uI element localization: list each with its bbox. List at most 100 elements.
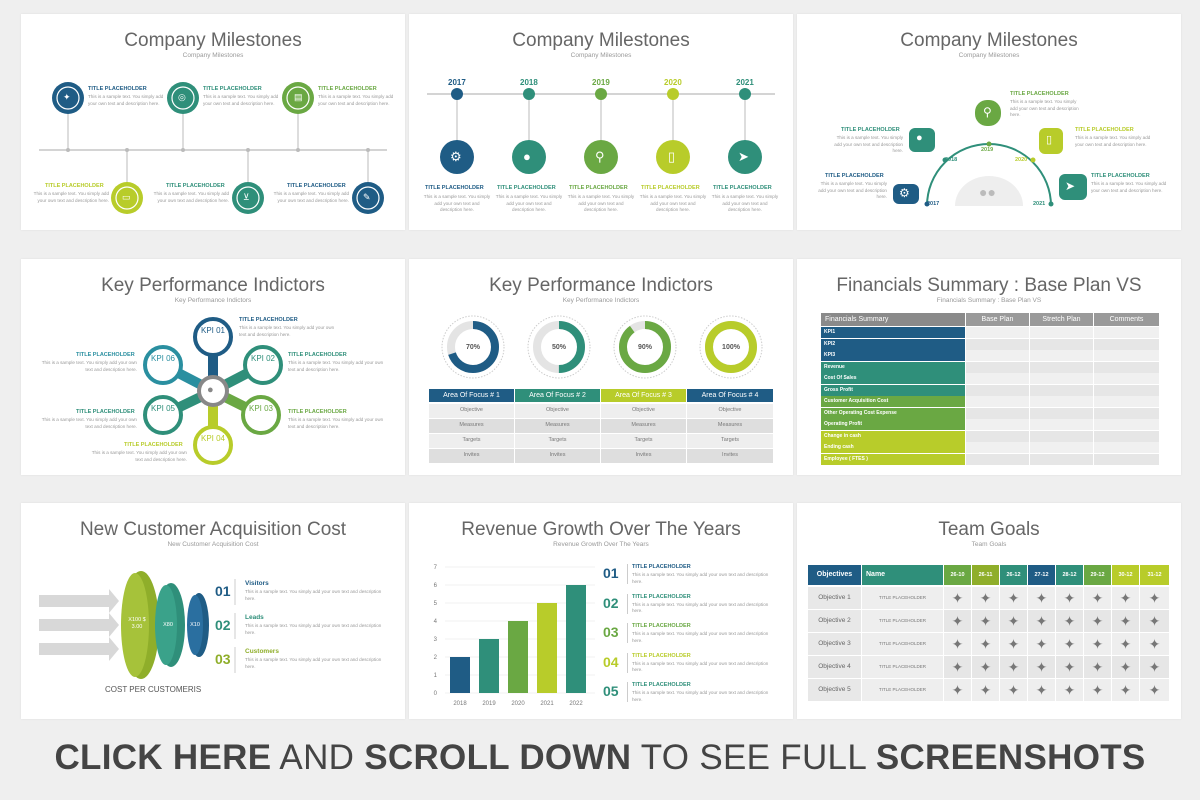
- focus-cell: Objective: [515, 404, 600, 418]
- financials-cell: [966, 338, 1029, 350]
- year-label: 2021: [736, 78, 754, 87]
- goals-objective: Objective 3: [808, 633, 861, 655]
- footer-call-to-action[interactable]: CLICK HERE AND SCROLL DOWN TO SEE FULL S…: [0, 738, 1200, 778]
- year-label: 2018: [520, 78, 538, 87]
- slide-company-milestones-2[interactable]: Company Milestones Company Milestones 20…: [409, 14, 793, 230]
- focus-header: Area Of Focus # 4: [687, 389, 773, 402]
- focus-cell: Objective: [601, 404, 686, 418]
- kpi-label: KPI 06: [150, 354, 175, 363]
- slide-company-milestones-1[interactable]: Company Milestones Company Milestones ✦ …: [21, 14, 405, 230]
- star-icon: ✦: [1140, 656, 1169, 678]
- y-tick-label: 7: [434, 565, 438, 571]
- focus-header: Area Of Focus # 1: [429, 389, 514, 402]
- goals-name: TITLE PLACEHOLDER: [862, 587, 943, 609]
- footer-click-here[interactable]: CLICK HERE: [54, 738, 272, 777]
- focus-cell: Invites: [687, 449, 773, 463]
- milestone-title: TITLE PLACEHOLDER: [1010, 91, 1069, 97]
- financials-cell: [966, 419, 1029, 430]
- slide-financials-summary[interactable]: Financials Summary : Base Plan VS Financ…: [797, 259, 1181, 475]
- year-label: 2019: [592, 78, 610, 87]
- milestone-text: This is a sample text. You simply add yo…: [639, 194, 707, 213]
- milestone-title: TITLE PLACEHOLDER: [1075, 127, 1134, 133]
- arc-timeline: [893, 100, 1087, 207]
- goals-header: 26-12: [1000, 565, 1027, 585]
- star-icon: ✦: [1056, 656, 1083, 678]
- slide-subtitle: Key Performance Indictors: [174, 297, 252, 304]
- financials-cell: [1030, 396, 1093, 407]
- focus-cell: Measures: [601, 419, 686, 433]
- focus-cell: Measures: [687, 419, 773, 433]
- focus-cell: Invites: [429, 449, 514, 463]
- milestone-text: This is a sample text. You simply add yo…: [33, 191, 109, 203]
- financials-row-label: Cost Of Sales: [821, 373, 965, 384]
- gauge-label: 100%: [722, 344, 740, 351]
- milestone-title: TITLE PLACEHOLDER: [569, 185, 628, 191]
- x-tick-label: 2020: [511, 701, 525, 707]
- clipboard-icon: ▤: [294, 92, 303, 102]
- slide-kpi-gauges[interactable]: Key Performance Indictors Key Performanc…: [409, 259, 793, 475]
- slide-team-goals[interactable]: Team Goals Team Goals Objectives Name 26-1…: [797, 503, 1181, 719]
- financials-header: Financials Summary: [821, 313, 965, 326]
- funnel-graphic: [39, 571, 236, 679]
- focus-cell: Targets: [601, 434, 686, 448]
- financials-row-label: Other Operating Cost Expense: [821, 407, 965, 419]
- gauge-fill: [533, 321, 585, 373]
- star-icon: ✦: [1112, 656, 1139, 678]
- star-icon: ✦: [1028, 587, 1055, 609]
- funnel-caption: COST PER CUSTOMERIS: [105, 685, 202, 694]
- kpi-label: KPI 04: [200, 434, 225, 443]
- milestone-text: This is a sample text. You simply add yo…: [318, 94, 394, 106]
- revenue-bar: [566, 585, 586, 693]
- search-icon: ⚲: [983, 105, 992, 119]
- slide-subtitle: Key Performance Indictors: [562, 297, 640, 304]
- star-icon: ✦: [1084, 633, 1111, 655]
- goals-table: Objectives Name 26-10 26-11 26-12 27-12 28-12 2…: [808, 565, 1170, 705]
- y-tick-label: 0: [434, 691, 438, 697]
- milestone-text: This is a sample text. You simply add yo…: [818, 181, 887, 200]
- slide-kpi-wheel[interactable]: Key Performance Indictors Key Performanc…: [21, 259, 405, 475]
- edit-icon: ✎: [363, 192, 371, 202]
- goals-objective: Objective 2: [808, 610, 861, 632]
- focus-header: Area Of Focus # 2: [515, 389, 600, 402]
- gauge-fill: [619, 321, 671, 373]
- slide-title: Company Milestones: [900, 30, 1078, 51]
- milestone-title: TITLE PLACEHOLDER: [841, 127, 900, 133]
- kpi-text: This is a sample text. You simply add yo…: [41, 417, 137, 429]
- footer-text: AND: [271, 738, 365, 777]
- goals-objective: Objective 1: [808, 587, 861, 609]
- gauge-label: 70%: [465, 344, 480, 351]
- slide-subtitle: New Customer Acquisition Cost: [167, 541, 259, 548]
- milestone-text: This is a sample text. You simply add yo…: [567, 194, 635, 213]
- star-icon: ✦: [1028, 633, 1055, 655]
- goals-header: 29-12: [1084, 565, 1111, 585]
- divider: [627, 593, 628, 614]
- revenue-step-text: This is a sample text. You simply add yo…: [632, 690, 769, 702]
- star-icon: ✦: [1000, 633, 1027, 655]
- goals-header: 26-10: [944, 565, 971, 585]
- search-icon: ⚲: [595, 149, 605, 164]
- financials-cell: [966, 350, 1029, 361]
- x-tick-label: 2018: [453, 701, 467, 707]
- slide-revenue-growth[interactable]: Revenue Growth Over The Years Revenue Gr…: [409, 503, 793, 719]
- star-icon: ✦: [1140, 610, 1169, 632]
- slide-customer-acquisition[interactable]: New Customer Acquisition Cost New Custom…: [21, 503, 405, 719]
- financials-cell: [966, 407, 1029, 419]
- goals-header: 26-11: [972, 565, 999, 585]
- kpi-title: TITLE PLACEHOLDER: [288, 409, 347, 415]
- star-icon: ✦: [1140, 633, 1169, 655]
- revenue-step-title: TITLE PLACEHOLDER: [632, 623, 691, 629]
- star-icon: ✦: [1028, 679, 1055, 701]
- slide-title: Key Performance Indictors: [489, 275, 713, 296]
- slide-company-milestones-3[interactable]: Company Milestones Company Milestones ●●…: [797, 14, 1181, 230]
- goals-header: 27-12: [1028, 565, 1055, 585]
- gauge-ring: [441, 315, 505, 379]
- footer-scroll-down: SCROLL DOWN: [364, 738, 632, 777]
- timeline-graphic: [39, 82, 387, 214]
- phone-icon: ▯: [668, 149, 676, 164]
- y-tick-label: 6: [434, 583, 438, 589]
- star-icon: ✦: [944, 633, 971, 655]
- kpi-label: KPI 02: [250, 354, 275, 363]
- revenue-step-number: 02: [603, 594, 619, 611]
- star-icon: ✦: [944, 610, 971, 632]
- year-label: 2019: [981, 147, 994, 153]
